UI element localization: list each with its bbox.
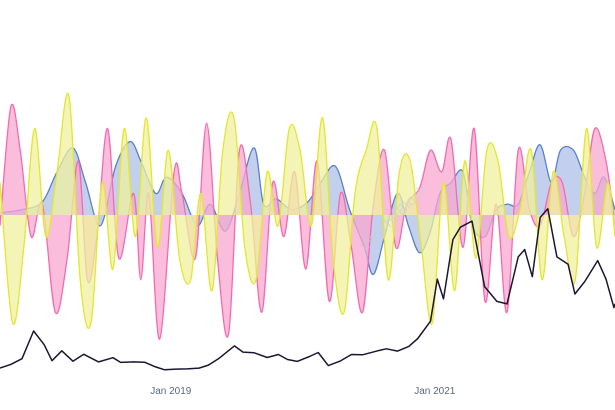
pink-series-area xyxy=(0,104,615,340)
x-tick-label-1: Jan 2021 xyxy=(414,386,456,397)
price-line-group xyxy=(0,207,615,371)
x-axis: Jan 2019 Jan 2021 xyxy=(150,386,456,397)
price-line xyxy=(0,207,615,371)
yellow-series-line xyxy=(0,92,615,330)
indicator-areas xyxy=(0,92,615,340)
x-tick-label-0: Jan 2019 xyxy=(150,386,192,397)
yellow-series-area xyxy=(0,93,615,329)
